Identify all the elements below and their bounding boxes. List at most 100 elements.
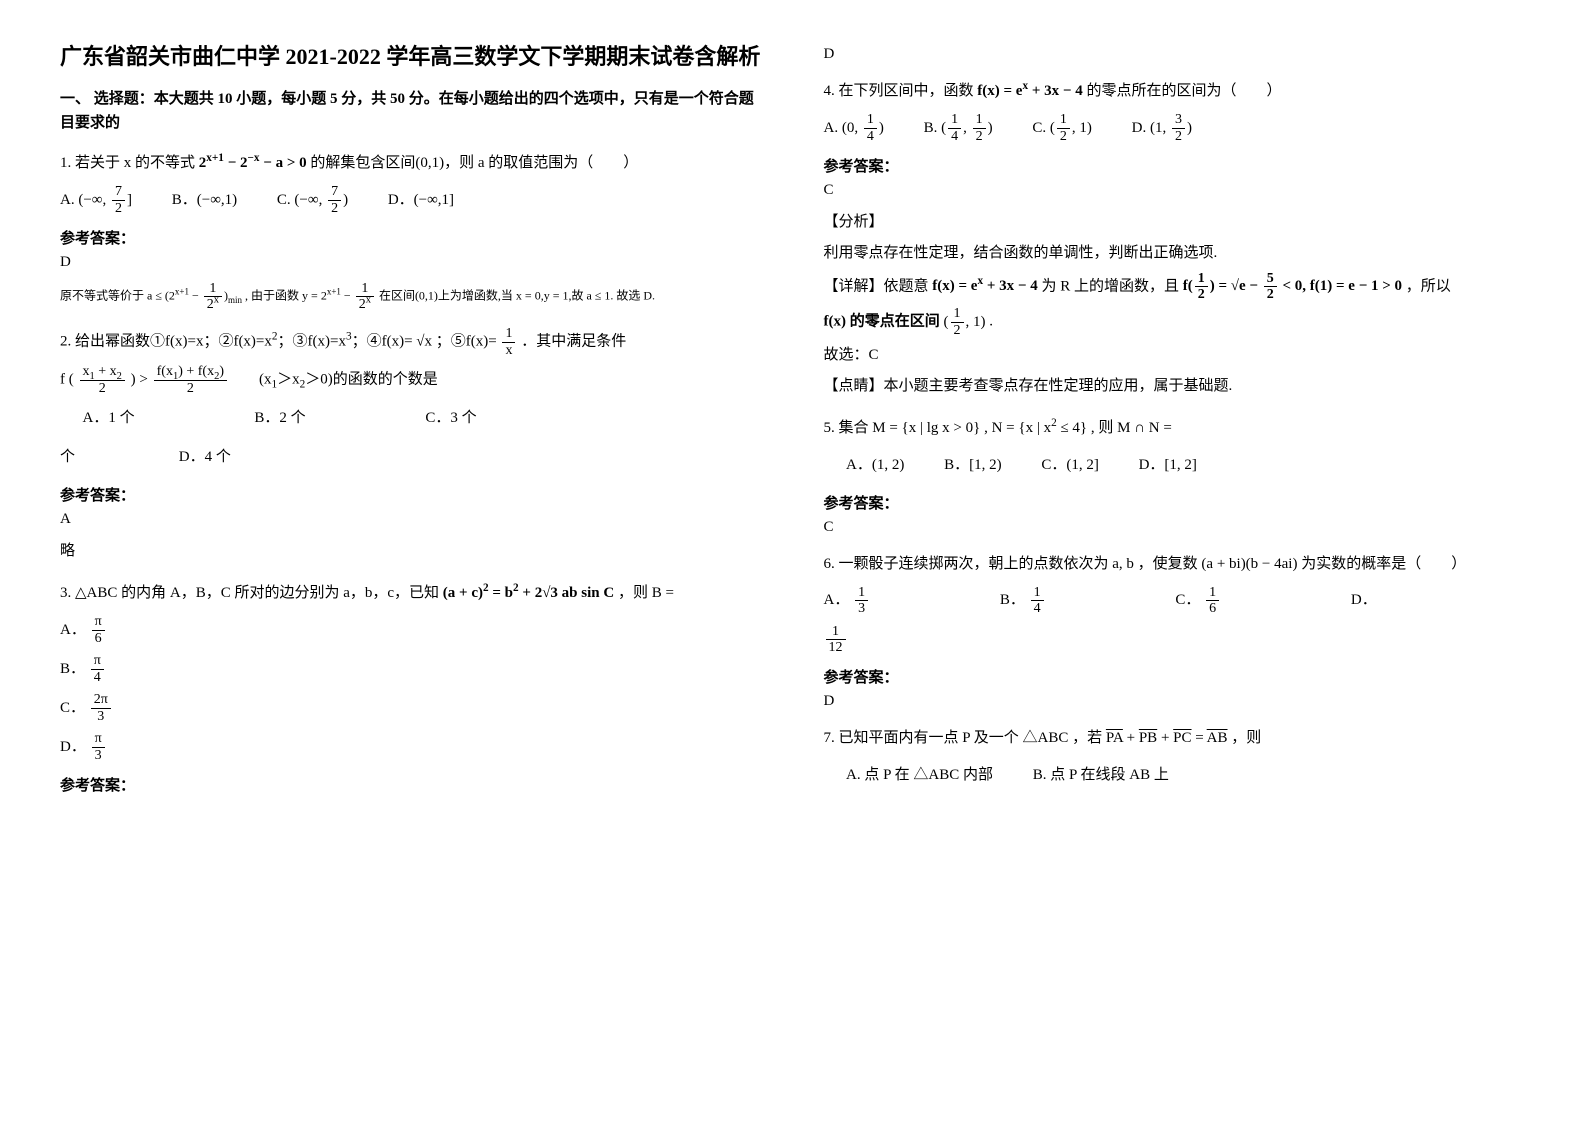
q3-answer: D	[824, 46, 1528, 63]
q4-detail-expr2: f(12) = √e − 52 < 0, f(1) = e − 1 > 0	[1183, 278, 1402, 294]
q6-opt-d-row: 112	[824, 623, 1528, 656]
q4-analysis-text: 利用零点存在性定理，结合函数的单调性，判断出正确选项.	[824, 240, 1528, 267]
q1-opt-c-label: C.	[277, 192, 291, 208]
q4-opt-c: C. (12, 1)	[1032, 112, 1092, 145]
q4-stem-a: 4. 在下列区间中，函数	[824, 83, 974, 99]
q4-detail-b: 为 R 上的增函数，且	[1041, 278, 1179, 294]
q3-stem-a: 3. △ABC 的内角 A，B，C 所对的边分别为 a，b，c，已知	[60, 585, 439, 601]
q4-opt-d-math: (1, 32)	[1150, 120, 1192, 136]
q6-opt-c-math: 16	[1204, 592, 1221, 608]
q6-opt-a-math: 13	[853, 592, 870, 608]
q2-opt-b: B．2 个	[254, 402, 305, 435]
q4-opt-a: A. (0, 14)	[824, 112, 884, 145]
q2-opt-d: D．4 个	[179, 441, 231, 474]
q5-answer-label: 参考答案：	[824, 492, 1528, 513]
q2-explanation: 略	[60, 538, 764, 565]
right-column: D 4. 在下列区间中，函数 f(x) = ex + 3x − 4 的零点所在的…	[824, 40, 1528, 799]
q2-opt-c: C．3 个	[425, 402, 476, 435]
q4-detail: 【详解】依题意 f(x) = ex + 3x − 4 为 R 上的增函数，且 f…	[824, 271, 1528, 303]
question-3: 3. △ABC 的内角 A，B，C 所对的边分别为 a，b，c，已知 (a + …	[60, 579, 764, 608]
q2-opt-a: A．1 个	[83, 402, 135, 435]
page-root: 广东省韶关市曲仁中学 2021-2022 学年高三数学文下学期期末试卷含解析 一…	[60, 40, 1527, 799]
question-2: 2. 给出幂函数①f(x)=x；②f(x)=x2；③f(x)=x3；④f(x)=…	[60, 326, 764, 358]
q3-opt-a-math: π6	[90, 622, 107, 638]
q2-options-row2: 个 D．4 个	[60, 441, 764, 474]
q5-options: A．(1, 2) B．[1, 2) C．(1, 2] D．[1, 2]	[824, 449, 1528, 482]
q2-options: A．1 个 B．2 个 C．3 个	[60, 402, 764, 435]
q4-zero-interval: f(x) 的零点在区间 (12, 1) .	[824, 306, 1528, 338]
q1-answer: D	[60, 254, 764, 271]
question-7: 7. 已知平面内有一点 P 及一个 △ABC ，若 PA + PB + PC =…	[824, 724, 1528, 753]
q1-answer-label: 参考答案：	[60, 227, 764, 248]
question-6: 6. 一颗骰子连续掷两次，朝上的点数依次为 a, b ，使复数 (a + bi)…	[824, 550, 1528, 579]
q3-expr: (a + c)2 = b2 + 2√3 ab sin C	[443, 585, 614, 601]
q4-detail-a: 【详解】依题意	[824, 278, 929, 294]
q6-answer: D	[824, 693, 1528, 710]
q1-stem-a: 1. 若关于 x 的不等式	[60, 155, 195, 171]
q4-hence: 故选：C	[824, 342, 1528, 369]
q1-expr: 2x+1 − 2−x − a > 0	[199, 155, 307, 171]
q1-opt-d: D．(−∞,1]	[388, 184, 454, 217]
q6-opt-d: D．	[1351, 584, 1377, 617]
q1-opt-a-math: (−∞, 72]	[78, 192, 132, 208]
q1-stem-b: 的解集包含区间(0,1)，则 a 的取值范围为（ ）	[310, 155, 638, 171]
q4-opt-a-math: (0, 14)	[842, 120, 884, 136]
q1-opt-b: B．(−∞,1)	[172, 184, 237, 217]
question-1: 1. 若关于 x 的不等式 2x+1 − 2−x − a > 0 的解集包含区间…	[60, 149, 764, 178]
q4-answer: C	[824, 182, 1528, 199]
q6-opt-b-math: 14	[1029, 592, 1046, 608]
page-title: 广东省韶关市曲仁中学 2021-2022 学年高三数学文下学期期末试卷含解析	[60, 40, 764, 73]
q7-options: A. 点 P 在 △ABC 内部 B. 点 P 在线段 AB 上	[824, 759, 1528, 792]
q4-detail-expr1: f(x) = ex + 3x − 4	[932, 278, 1037, 294]
q5-opt-a: A．(1, 2)	[846, 449, 904, 482]
q4-opt-d: D. (1, 32)	[1132, 112, 1192, 145]
q3-opt-c-row: C． 2π3	[60, 692, 764, 725]
q4-opt-c-math: (12, 1)	[1050, 120, 1092, 136]
q6-opt-d-label: D．	[1351, 592, 1377, 608]
q6-answer-label: 参考答案：	[824, 666, 1528, 687]
q3-stem-b: ，则 B =	[618, 585, 674, 601]
q4-expr: f(x) = ex + 3x − 4	[977, 83, 1082, 99]
q6-opt-b: B． 14	[1000, 584, 1046, 617]
q4-options: A. (0, 14) B. (14, 12) C. (12, 1) D. (1,…	[824, 112, 1528, 145]
q4-dianqing: 【点睛】本小题主要考查零点存在性定理的应用，属于基础题.	[824, 373, 1528, 400]
q2-answer-label: 参考答案：	[60, 484, 764, 505]
q1-opt-c-math: (−∞, 72)	[294, 192, 348, 208]
section-1-heading: 一、 选择题：本大题共 10 小题，每小题 5 分，共 50 分。在每小题给出的…	[60, 87, 764, 135]
q3-opt-d-label: D．	[60, 739, 86, 755]
question-5: 5. 集合 M = {x | lg x > 0} , N = {x | x2 ≤…	[824, 414, 1528, 443]
q6-opt-b-label: B．	[1000, 592, 1025, 608]
q3-opt-a-label: A．	[60, 622, 86, 638]
q4-answer-label: 参考答案：	[824, 155, 1528, 176]
q5-opt-c: C．(1, 2]	[1041, 449, 1099, 482]
q2-condition: f ( x1 + x22 ) > f(x1) + f(x2)2 (x1＞x2＞0…	[60, 364, 764, 396]
q6-options: A． 13 B． 14 C． 16 D．	[824, 584, 1528, 617]
q4-opt-a-label: A.	[824, 120, 839, 136]
q2-opt-c-cont: 个	[60, 449, 75, 465]
q3-opt-d-row: D． π3	[60, 731, 764, 764]
q4-opt-b-label: B.	[924, 120, 938, 136]
q3-opt-b-math: π4	[89, 661, 106, 677]
q4-period: .	[989, 314, 993, 330]
q4-analysis-label: 【分析】	[824, 209, 1528, 236]
q5-opt-d: D．[1, 2]	[1139, 449, 1197, 482]
q6-opt-c-label: C．	[1175, 592, 1200, 608]
q1-opt-a: A. (−∞, 72]	[60, 184, 132, 217]
q1-explanation: 原不等式等价于 a ≤ (2x+1 − 12x)min , 由于函数 y = 2…	[60, 281, 764, 313]
q7-opt-b: B. 点 P 在线段 AB 上	[1033, 759, 1169, 792]
q3-opt-c-label: C．	[60, 700, 85, 716]
q4-opt-c-label: C.	[1032, 120, 1046, 136]
q3-opt-a-row: A． π6	[60, 614, 764, 647]
q6-opt-c: C． 16	[1175, 584, 1221, 617]
q5-opt-b: B．[1, 2)	[944, 449, 1002, 482]
q5-answer: C	[824, 519, 1528, 536]
q3-answer-label: 参考答案：	[60, 774, 764, 795]
q3-opt-b-row: B． π4	[60, 653, 764, 686]
q6-opt-a-label: A．	[824, 592, 850, 608]
q2-answer: A	[60, 511, 764, 528]
q4-detail-c: ，所以	[1406, 278, 1451, 294]
q6-opt-a: A． 13	[824, 584, 871, 617]
q1-options: A. (−∞, 72] B．(−∞,1) C. (−∞, 72) D．(−∞,1…	[60, 184, 764, 217]
question-4: 4. 在下列区间中，函数 f(x) = ex + 3x − 4 的零点所在的区间…	[824, 77, 1528, 106]
q4-fx: f(x) 的零点在区间	[824, 314, 940, 330]
